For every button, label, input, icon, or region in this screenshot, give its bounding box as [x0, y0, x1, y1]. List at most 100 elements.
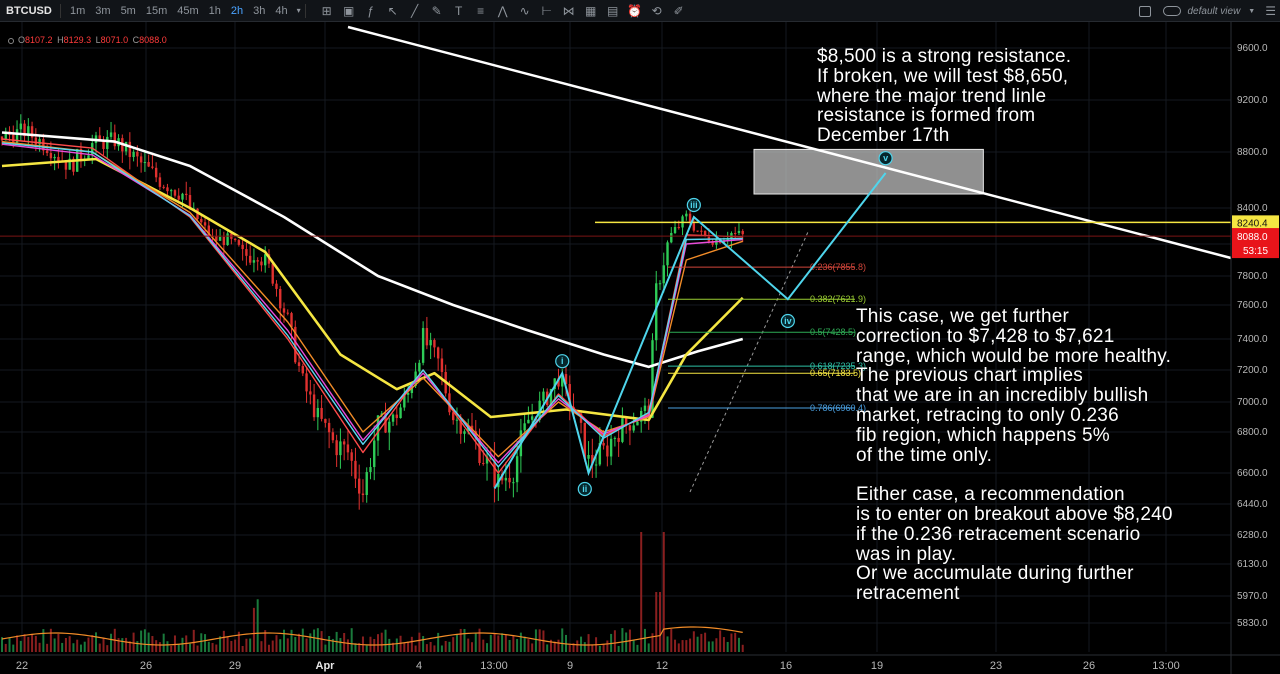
brush-icon[interactable]: ✎ — [431, 3, 442, 18]
indicators-icon[interactable]: ƒ — [367, 3, 375, 18]
volume-bar — [662, 532, 665, 652]
candle-body — [376, 415, 380, 441]
candle-body — [72, 158, 75, 172]
candle-body — [57, 156, 60, 161]
settings-icon[interactable]: ☰ — [1265, 4, 1276, 18]
interval-3h[interactable]: 3h — [253, 4, 266, 17]
ohlc-legend: O8107.2 H8129.3 L8071.0 C8088.0 — [8, 35, 169, 45]
volume-bar — [730, 633, 733, 652]
time-tick-label: Apr — [316, 660, 336, 672]
trendline-icon[interactable]: ╱ — [411, 3, 419, 18]
volume-bar — [576, 640, 579, 652]
volume-bar — [651, 633, 654, 652]
measure-icon[interactable]: ⊢ — [541, 3, 552, 18]
candle-body — [564, 374, 568, 385]
candle-body — [15, 129, 19, 143]
volume-bar — [737, 637, 740, 652]
price-tick-label: 7400.0 — [1237, 334, 1268, 345]
legend-toggle-icon[interactable] — [8, 38, 14, 44]
volume-bar — [42, 629, 45, 652]
candle-body — [358, 478, 361, 494]
interval-5m[interactable]: 5m — [120, 4, 136, 17]
volume-bar — [689, 638, 692, 652]
low-value: 8071.0 — [100, 35, 129, 45]
candle-body — [181, 193, 184, 200]
compare-icon[interactable]: ▣ — [343, 3, 355, 18]
volume-bar — [211, 642, 214, 652]
candle-body — [132, 151, 135, 158]
interval-1h[interactable]: 1h — [208, 4, 221, 17]
calendar-icon[interactable]: ▦ — [585, 3, 597, 18]
elliott-wave-marker — [780, 313, 795, 329]
volume-bar — [328, 636, 331, 652]
price-tick-label: 6800.0 — [1237, 427, 1268, 438]
interval-3m[interactable]: 3m — [95, 4, 111, 17]
candle-body — [218, 236, 222, 241]
candle-body — [294, 326, 297, 363]
price-tick-label: 5970.0 — [1237, 591, 1268, 602]
symbol-label[interactable]: BTCUSD — [6, 4, 52, 17]
bar-style-icon[interactable]: ⊞ — [321, 3, 332, 18]
candle-body — [696, 230, 699, 232]
candle-body — [666, 242, 669, 266]
candle-body — [0, 136, 4, 141]
layout-icon[interactable] — [1139, 5, 1152, 17]
fib-tools-icon[interactable]: ⋈ — [562, 3, 575, 18]
candle-body — [365, 472, 368, 495]
replay-icon[interactable]: ⟲ — [651, 3, 662, 18]
interval-15m[interactable]: 15m — [145, 4, 168, 17]
elliott-icon[interactable]: ∿ — [519, 3, 530, 18]
interval-4h[interactable]: 4h — [275, 4, 288, 17]
candle-body — [309, 391, 312, 395]
candle-body — [425, 328, 429, 346]
volume-bar — [222, 630, 225, 652]
volume-bar — [704, 632, 707, 652]
price-tick-label: 6130.0 — [1237, 559, 1268, 570]
volume-bar — [12, 644, 15, 652]
volume-bar — [79, 644, 82, 652]
interval-45m[interactable]: 45m — [177, 4, 199, 17]
interval-caret-icon[interactable]: ▾ — [296, 6, 301, 15]
text-icon[interactable]: T — [455, 3, 463, 18]
screenshot-icon[interactable]: ▤ — [607, 3, 619, 18]
interval-1m[interactable]: 1m — [70, 4, 86, 17]
volume-bar — [463, 628, 466, 652]
candle-body — [512, 482, 515, 484]
pencil-icon[interactable]: ✐ — [673, 3, 684, 18]
interval-2h[interactable]: 2h — [230, 4, 244, 17]
candle-body — [290, 313, 293, 327]
volume-bar — [91, 635, 94, 652]
volume-bar — [68, 636, 71, 652]
volume-bar — [177, 644, 180, 652]
candle-body — [670, 232, 673, 243]
volume-bar — [128, 641, 131, 652]
candle-body — [98, 135, 101, 140]
price-chart[interactable]: 0.236(7855.8) 0.382(7621.9) 0.5(7428.5) 0.6… — [0, 22, 1280, 674]
pattern-icon[interactable]: ⋀ — [497, 3, 508, 18]
view-select[interactable]: default view ▼ — [1163, 6, 1255, 17]
volume-bar — [87, 637, 90, 652]
volume-bar — [587, 634, 590, 652]
volume-bar — [392, 642, 395, 652]
candle-body — [692, 223, 696, 231]
volume-bar — [504, 635, 507, 652]
volume-bar — [38, 642, 41, 652]
resistance-price-label: 8240.4 — [1237, 218, 1268, 229]
candle-body — [256, 260, 259, 262]
volume-bar — [64, 637, 67, 652]
volume-bar — [316, 628, 319, 652]
volume-bar — [294, 637, 297, 652]
candle-body — [49, 153, 53, 159]
volume-bar — [621, 628, 624, 652]
volume-bar — [162, 633, 165, 652]
candle-body — [711, 241, 714, 245]
alert-icon[interactable]: ⏰ — [627, 3, 643, 18]
candle-body — [248, 255, 252, 263]
volume-bar — [410, 636, 413, 652]
fib-icon[interactable]: ≡ — [477, 3, 485, 18]
volume-bar — [674, 639, 677, 652]
cursor-icon[interactable]: ↖ — [387, 3, 398, 18]
candle-body — [45, 150, 49, 154]
candle-body — [452, 412, 455, 421]
time-tick-label: 13:00 — [480, 660, 508, 672]
